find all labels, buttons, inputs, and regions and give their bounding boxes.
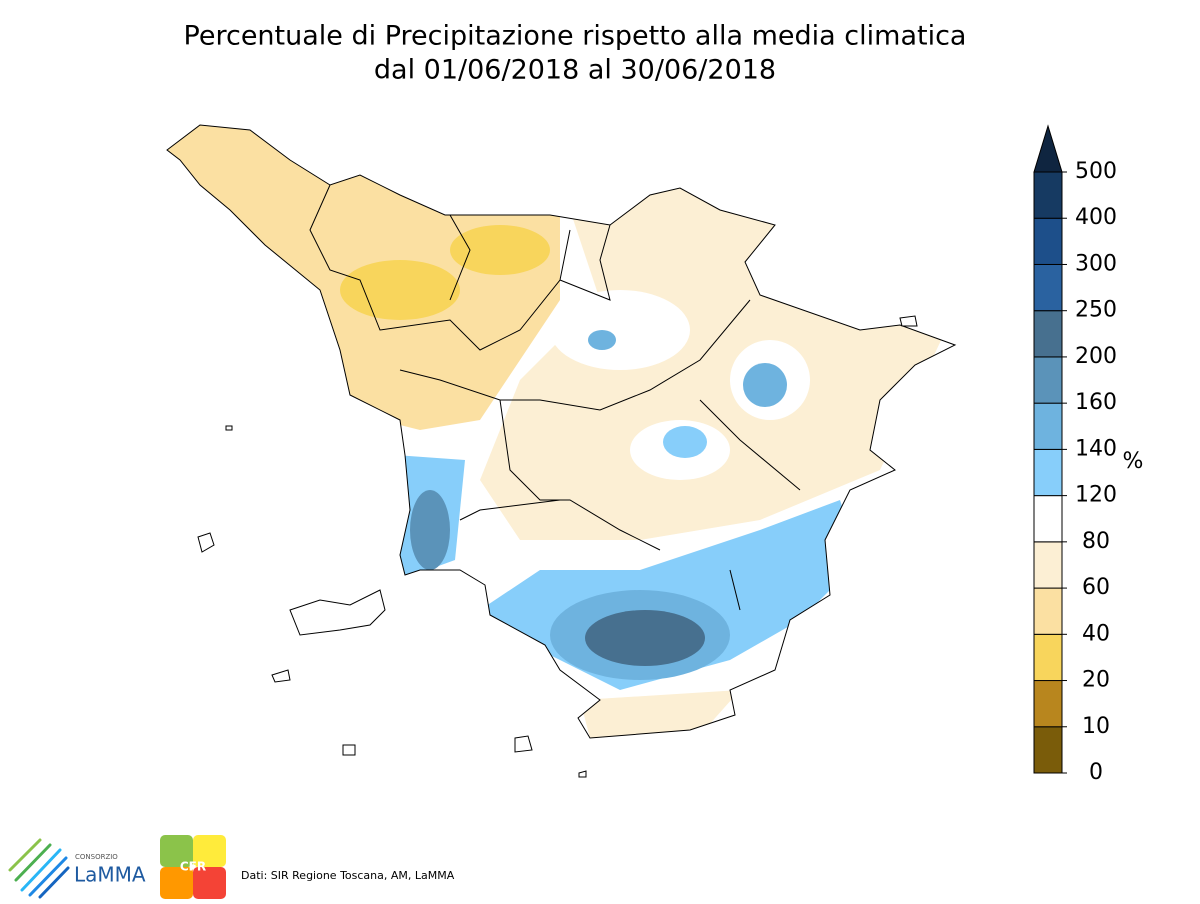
colorbar-segment xyxy=(1033,310,1063,358)
colorbar-tick-label: 160 xyxy=(1075,390,1117,415)
colorbar-tick-label: 10 xyxy=(1082,714,1110,739)
map xyxy=(166,124,957,778)
lamma-logo: CONSORZIO LaMMA xyxy=(8,838,146,899)
colorbar-tick-label: 80 xyxy=(1082,529,1110,554)
colorbar-tick-label: 200 xyxy=(1075,344,1117,369)
colorbar-segment xyxy=(1033,356,1063,404)
colorbar-tick-label: 250 xyxy=(1075,298,1117,323)
logo-text: CONSORZIO xyxy=(75,853,118,861)
colorbar-tick-label: 400 xyxy=(1075,205,1117,230)
cfr-logo: CFR xyxy=(160,835,226,899)
colorbar-segment xyxy=(1033,171,1063,219)
colorbar-tick-label: 40 xyxy=(1082,621,1110,646)
logo-text: LaMMA xyxy=(74,863,146,887)
credits: Dati: SIR Regione Toscana, AM, LaMMA xyxy=(241,869,455,882)
colorbar-segment xyxy=(1033,541,1063,589)
colorbar-extend xyxy=(1033,124,1063,173)
colorbar-tick-label: 0 xyxy=(1089,760,1103,785)
colorbar-tick-label: 140 xyxy=(1075,436,1117,461)
colorbar-segment xyxy=(1033,587,1063,635)
colorbar-segment xyxy=(1033,680,1063,728)
colorbar-segment xyxy=(1033,263,1063,312)
logo-text: CFR xyxy=(180,860,206,874)
colorbar-segment xyxy=(1033,217,1063,265)
colorbar-tick-label: 20 xyxy=(1082,668,1110,693)
colorbar-tick-label: 300 xyxy=(1075,251,1117,276)
title-line: dal 01/06/2018 al 30/06/2018 xyxy=(374,55,776,86)
colorbar-tick-label: 60 xyxy=(1082,575,1110,600)
colorbar-segment xyxy=(1033,726,1063,774)
colorbar-segment xyxy=(1033,633,1063,682)
colorbar: 0 10 20 40 60 80 120 140 160 200 250 300 400 500 xyxy=(1033,124,1117,785)
colorbar-tick-label: 120 xyxy=(1075,483,1117,508)
colorbar-segment xyxy=(1033,495,1063,543)
colorbar-tick-label: 500 xyxy=(1075,159,1117,184)
title-line: Percentuale di Precipitazione rispetto a… xyxy=(184,21,967,52)
colorbar-segment xyxy=(1033,402,1063,450)
colorbar-segment xyxy=(1033,448,1063,497)
colorbar-unit: % xyxy=(1123,449,1144,474)
